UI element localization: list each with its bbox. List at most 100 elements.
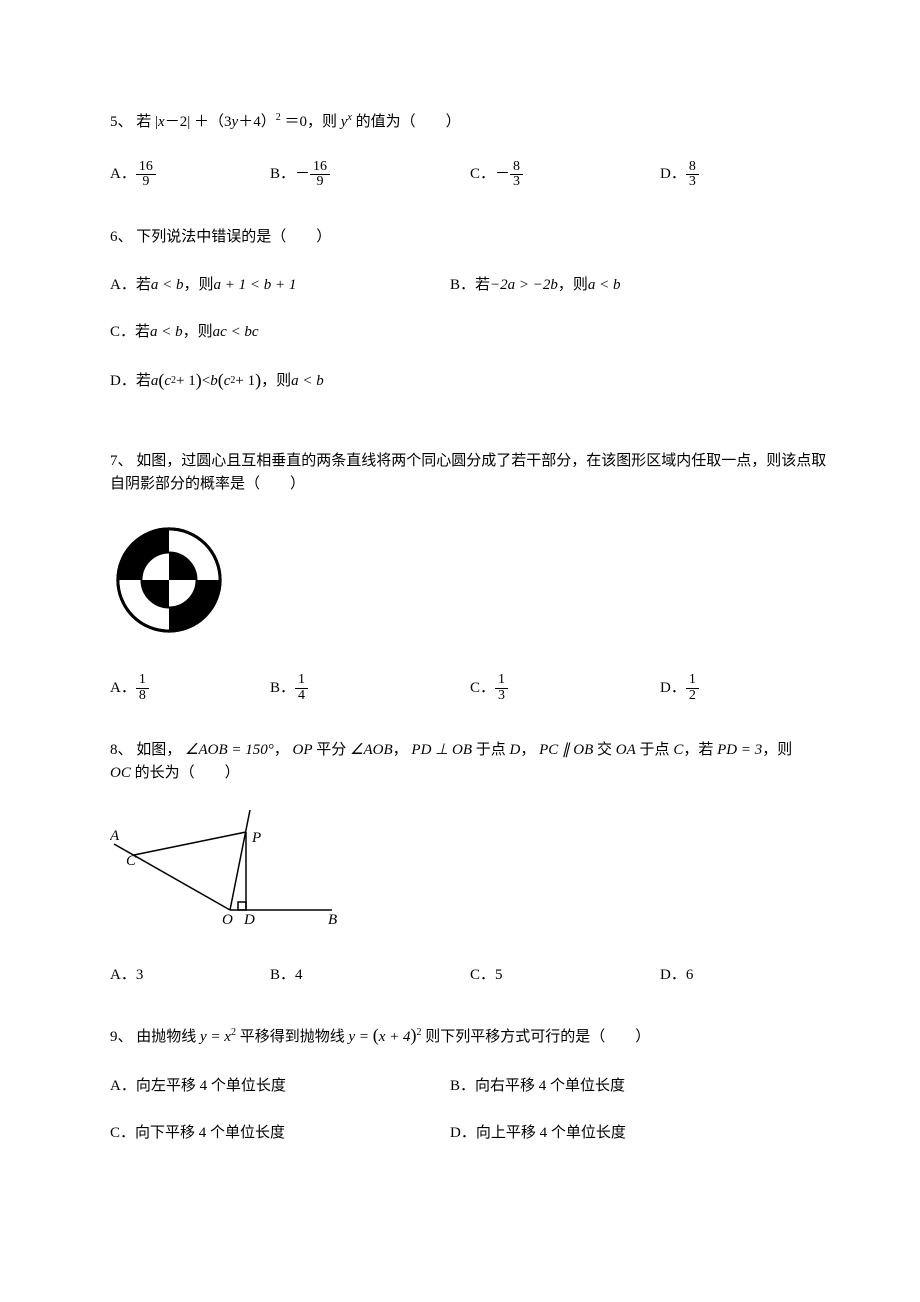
opt: B．4 <box>270 964 303 987</box>
den: 3 <box>495 689 508 704</box>
opt-b-pre: B．若 <box>450 274 490 297</box>
d-c2: c <box>224 370 231 393</box>
q8-num: 8、 <box>110 742 133 758</box>
sq: 2 <box>276 112 281 123</box>
q9-pre: 由抛物线 <box>136 1029 200 1045</box>
q6-num: 6、 <box>110 229 133 245</box>
xp4: x + 4 <box>379 1029 411 1045</box>
sq1: 2 <box>231 1027 236 1038</box>
den: 2 <box>686 689 699 704</box>
frac-c: 83 <box>510 160 523 190</box>
plus-term: ＋（3 <box>194 114 232 130</box>
q5-pre: 若 <box>136 114 151 130</box>
q7-stem: 7、 如图，过圆心且互相垂直的两条直线将两个同心圆分成了若干部分，在该图形区域内… <box>110 450 828 495</box>
frac: 18 <box>136 673 149 703</box>
res: a < b <box>588 274 621 297</box>
neg: － <box>295 163 310 186</box>
opt: A．3 <box>110 964 143 987</box>
plus4: ＋4） <box>238 114 276 130</box>
opt: D．6 <box>660 964 693 987</box>
s2: 平分 <box>313 742 351 758</box>
q6-stem: 6、 下列说法中错误的是（ ） <box>110 226 828 249</box>
s1: ， <box>274 742 289 758</box>
num: 1 <box>136 673 149 689</box>
q8-stem: 8、 如图， ∠AOB = 150°， OP 平分 ∠AOB， PD ⊥ OB … <box>110 739 828 784</box>
opt: B．向右平移 4 个单位长度 <box>450 1075 625 1098</box>
mid: ，则 <box>261 370 291 393</box>
frac: 14 <box>295 673 308 703</box>
d: D <box>510 742 521 758</box>
opt: C．向下平移 4 个单位长度 <box>110 1122 285 1145</box>
s8: ，若 <box>683 742 717 758</box>
s5: ， <box>520 742 535 758</box>
q8-opt-c: C．5 <box>470 964 630 987</box>
svg-text:B: B <box>328 912 337 928</box>
question-9: 9、 由抛物线 y = x2 平移得到抛物线 y = (x + 4)2 则下列平… <box>110 1022 828 1168</box>
q5-opt-b: B． － 169 <box>270 160 440 190</box>
den: 9 <box>314 175 327 190</box>
q7-text: 如图，过圆心且互相垂直的两条直线将两个同心圆分成了若干部分，在该图形区域内任取一… <box>110 453 826 492</box>
s10: 的长为（ ） <box>131 765 240 781</box>
opt: D．向上平移 4 个单位长度 <box>450 1122 626 1145</box>
aob: ∠AOB <box>350 742 393 758</box>
lt: < <box>202 370 210 393</box>
q9-opt-c: C．向下平移 4 个单位长度 <box>110 1122 420 1145</box>
concentric-circles-icon <box>110 521 228 639</box>
num: 16 <box>136 160 156 176</box>
pd: PD ⊥ OB <box>411 742 472 758</box>
question-6: 6、 下列说法中错误的是（ ） A．若 a < b ，则 a + 1 < b +… <box>110 226 828 419</box>
svg-text:D: D <box>243 912 255 928</box>
q8-opt-b: B．4 <box>270 964 440 987</box>
y2: y = <box>348 1029 372 1045</box>
q5-options: A． 169 B． － 169 C． － 83 D． 83 <box>110 160 828 194</box>
ab: a < b <box>151 274 184 297</box>
q5-num: 5、 <box>110 114 133 130</box>
ab: a < b <box>150 321 183 344</box>
q7-opt-a: A． 18 <box>110 673 240 703</box>
s6: 交 <box>593 742 616 758</box>
q7-num: 7、 <box>110 453 133 469</box>
opt-label: A． <box>110 163 136 186</box>
tail: 则下列平移方式可行的是（ ） <box>425 1029 650 1045</box>
num: 1 <box>295 673 308 689</box>
frac-a: 169 <box>136 160 156 190</box>
d-b: b <box>210 370 218 393</box>
d-a: a <box>151 370 159 393</box>
s3: ， <box>393 742 408 758</box>
opt-label: C． <box>470 677 495 700</box>
q9-opt-b: B．向右平移 4 个单位长度 <box>450 1075 760 1098</box>
s7: 于点 <box>636 742 674 758</box>
y1: y = x <box>200 1029 231 1045</box>
q9-opt-d: D．向上平移 4 个单位长度 <box>450 1122 760 1145</box>
den: 8 <box>136 689 149 704</box>
q5-opt-d: D． 83 <box>660 160 780 190</box>
pc: PC ∥ OB <box>539 742 593 758</box>
op: OP <box>293 742 313 758</box>
opt-label: B． <box>270 163 295 186</box>
frac-b: 169 <box>310 160 330 190</box>
opt-label: A． <box>110 677 136 700</box>
den: 3 <box>686 175 699 190</box>
q9-opt-a: A．向左平移 4 个单位长度 <box>110 1075 420 1098</box>
q9-num: 9、 <box>110 1029 133 1045</box>
svg-text:C: C <box>126 853 137 869</box>
opt-c-pre: C．若 <box>110 321 150 344</box>
q7-opt-b: B． 14 <box>270 673 440 703</box>
opt-label: B． <box>270 677 295 700</box>
svg-text:O: O <box>222 912 233 928</box>
d-c: c <box>164 370 171 393</box>
pd3: PD = 3 <box>717 742 762 758</box>
num: 16 <box>310 160 330 176</box>
neg: － <box>495 163 510 186</box>
q7-opt-c: C． 13 <box>470 673 630 703</box>
q5-opt-c: C． － 83 <box>470 160 630 190</box>
question-8: 8、 如图， ∠AOB = 150°， OP 平分 ∠AOB， PD ⊥ OB … <box>110 739 828 990</box>
ang: ∠AOB = 150° <box>185 742 274 758</box>
mid: ，则 <box>183 321 213 344</box>
angle-diagram-icon: A C P O D B <box>110 810 345 930</box>
ab: −2a > −2b <box>490 274 558 297</box>
frac: 13 <box>495 673 508 703</box>
mid: ，则 <box>183 274 213 297</box>
q9-stem: 9、 由抛物线 y = x2 平移得到抛物线 y = (x + 4)2 则下列平… <box>110 1022 828 1049</box>
opt-label: D． <box>660 163 686 186</box>
